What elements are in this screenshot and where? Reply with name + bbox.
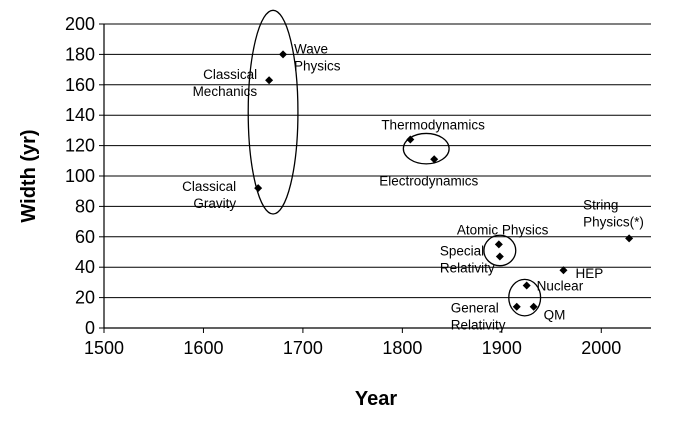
y-axis-title: Width (yr) (18, 129, 40, 222)
y-tick-label: 200 (65, 14, 95, 34)
point-annotation: Thermodynamics (381, 118, 485, 133)
data-point (430, 155, 439, 164)
point-annotations: Wave Physics Classical Mechanics Classical Gr… (182, 41, 644, 332)
grouping-ellipses (247, 9, 542, 317)
point-annotation: QM (544, 308, 566, 323)
y-tick-label: 80 (75, 196, 95, 216)
grouping-ellipse (402, 132, 450, 165)
data-points (254, 50, 634, 311)
x-tick-label: 1500 (84, 338, 124, 358)
data-point (529, 302, 538, 311)
y-tick-label: 60 (75, 227, 95, 247)
x-tick-label: 2000 (581, 338, 621, 358)
point-annotation: Atomic Physics (457, 222, 549, 237)
point-annotation: Electrodynamics (379, 173, 478, 188)
data-point (406, 135, 415, 144)
y-tick-label: 40 (75, 257, 95, 277)
y-tick-label: 140 (65, 105, 95, 125)
y-tick-label: 160 (65, 75, 95, 95)
point-annotation: Nuclear (537, 278, 584, 293)
grouping-ellipse (483, 234, 517, 267)
y-tick-label: 120 (65, 136, 95, 156)
point-annotation: General Relativity (451, 301, 506, 333)
data-point (625, 234, 634, 243)
y-tick-label: 100 (65, 166, 95, 186)
x-axis-title: Year (355, 388, 397, 410)
point-annotation: Classical Gravity (182, 179, 236, 211)
data-point (495, 252, 504, 261)
data-point (559, 266, 568, 275)
grouping-ellipse (508, 278, 542, 317)
x-tick-label: 1600 (183, 338, 223, 358)
data-point (265, 76, 274, 85)
point-annotation: Classical Mechanics (193, 67, 258, 99)
y-tick-label: 180 (65, 44, 95, 64)
plot-axes (99, 23, 651, 333)
x-tick-label: 1800 (382, 338, 422, 358)
point-annotation: HEP (575, 266, 603, 281)
y-gridlines (104, 23, 651, 299)
x-tick-label: 1700 (283, 338, 323, 358)
data-point (522, 281, 531, 290)
grouping-ellipse (247, 9, 299, 215)
data-point (494, 240, 503, 249)
y-tick-labels: 0 20 40 60 80 100 120 140 160 180 200 (65, 14, 95, 338)
y-tick-label: 0 (85, 318, 95, 338)
x-tick-labels: 1500 1600 1700 1800 1900 2000 (84, 338, 621, 358)
point-annotation: String Physics(*) (583, 197, 644, 229)
point-annotation: Wave Physics (294, 41, 341, 73)
point-annotation: Special Relativity (440, 244, 495, 276)
data-point (279, 50, 288, 59)
data-point (512, 302, 521, 311)
data-point (254, 184, 263, 193)
y-tick-label: 20 (75, 288, 95, 308)
x-tick-label: 1900 (482, 338, 522, 358)
